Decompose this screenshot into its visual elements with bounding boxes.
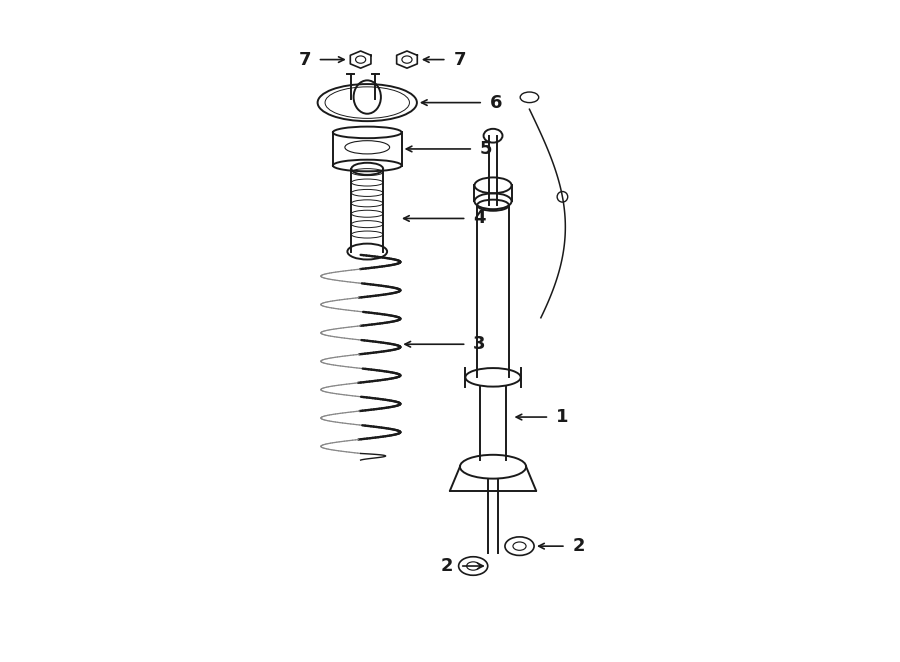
Text: 3: 3 <box>473 335 486 354</box>
Text: 7: 7 <box>299 50 311 69</box>
Text: 4: 4 <box>473 209 486 228</box>
Text: 6: 6 <box>490 93 502 112</box>
Text: 5: 5 <box>480 140 492 158</box>
Text: 1: 1 <box>556 408 569 426</box>
Text: 2: 2 <box>572 537 585 555</box>
Text: 7: 7 <box>454 50 466 69</box>
Text: 2: 2 <box>441 557 454 575</box>
